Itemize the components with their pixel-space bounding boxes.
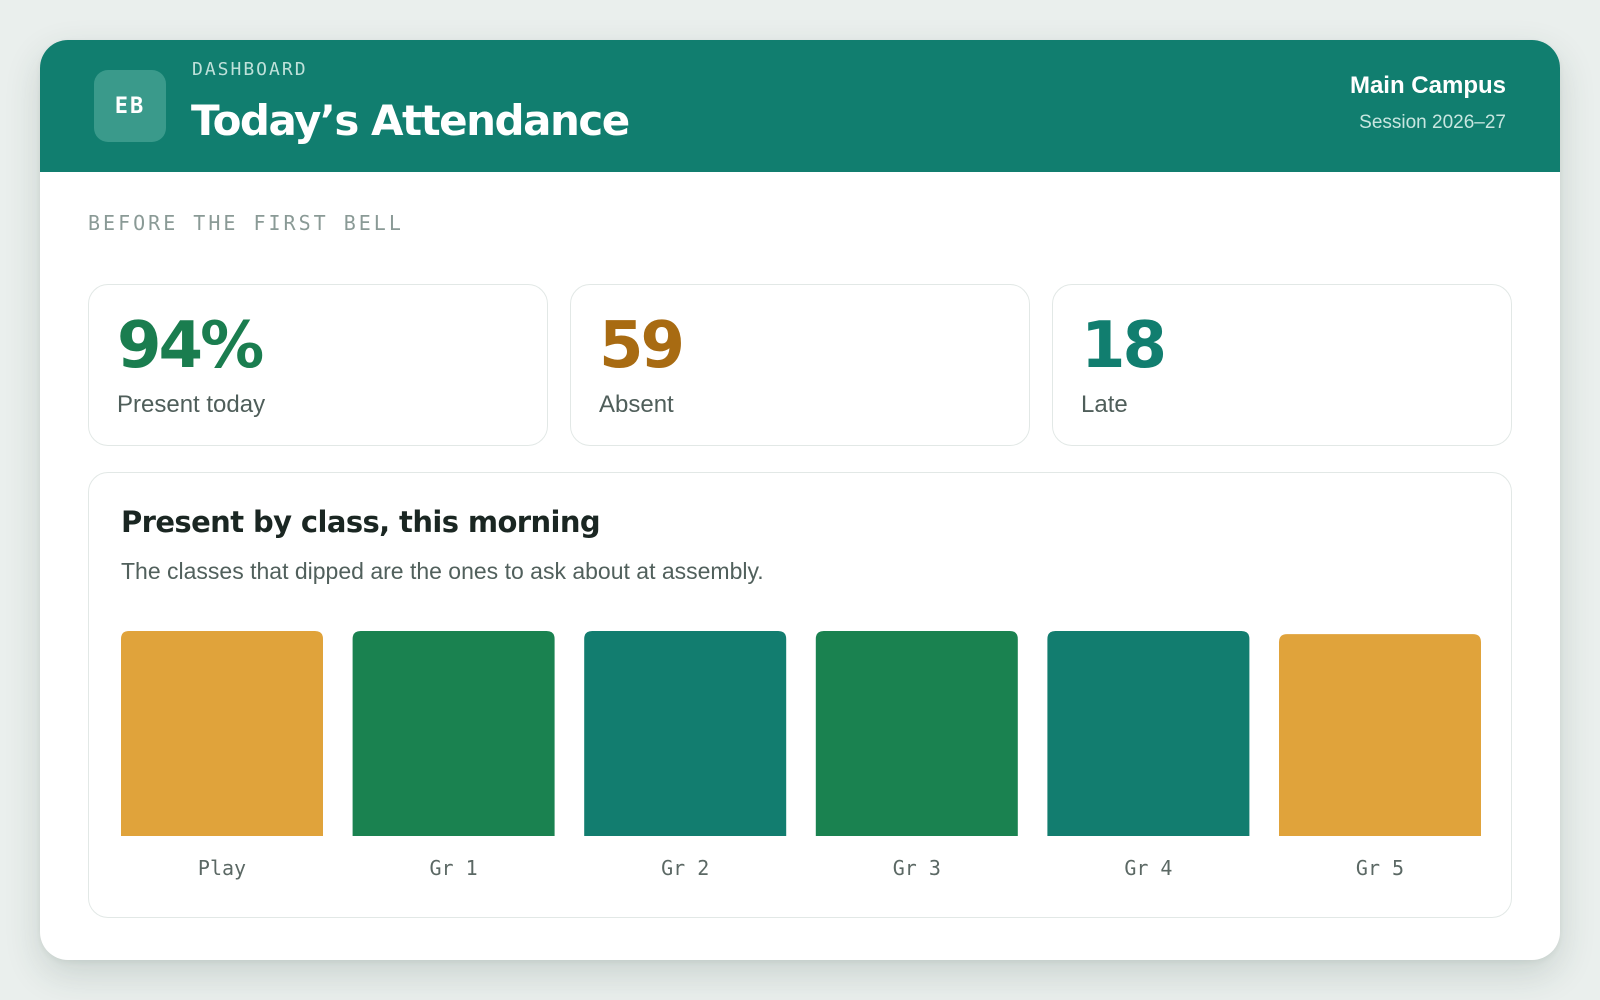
dashboard-card: EB DASHBOARD Today’s Attendance Main Cam… [40,40,1560,960]
school-logo: EB [94,70,166,142]
stat-card-absent: 59 Absent [570,284,1030,446]
bar-label-gr-5: Gr 5 [1356,856,1404,880]
stat-card-present: 94% Present today [88,284,548,446]
bar-gr-1 [352,631,555,836]
header-eyebrow: DASHBOARD [192,59,308,80]
chart-card: Present by class, this morning The class… [88,472,1512,918]
chart-title: Present by class, this morning [121,505,601,539]
bar-label-gr-3: Gr 3 [893,856,941,880]
bar-label-gr-4: Gr 4 [1124,856,1172,880]
stat-label-late: Late [1081,391,1128,418]
session-label: Session 2026–27 [1359,112,1506,133]
chart-subtitle: The classes that dipped are the ones to … [121,558,764,584]
campus-name: Main Campus [1349,72,1506,99]
stat-value-absent: 59 [599,309,685,383]
header-bar: EB DASHBOARD Today’s Attendance Main Cam… [40,40,1560,172]
bar-label-play: Play [198,856,246,880]
bar-label-gr-1: Gr 1 [430,856,478,880]
bar-chart: Play Gr 1 Gr 2 Gr 3 Gr 4 Gr 5 [121,625,1481,895]
stat-label-present: Present today [117,391,266,418]
bar-gr-5 [1279,634,1481,836]
stat-value-present: 94% [117,309,264,383]
bar-label-gr-2: Gr 2 [661,856,709,880]
page-title: Today’s Attendance [191,96,630,145]
bar-gr-2 [584,631,787,836]
bar-gr-4 [1047,631,1250,836]
bar-chart-svg: Play Gr 1 Gr 2 Gr 3 Gr 4 Gr 5 [121,631,1481,880]
section-label: BEFORE THE FIRST BELL [88,211,404,235]
bar-play [121,631,323,836]
stat-card-late: 18 Late [1052,284,1512,446]
bar-gr-3 [815,631,1018,836]
stat-value-late: 18 [1081,309,1167,383]
stat-label-absent: Absent [599,391,674,418]
